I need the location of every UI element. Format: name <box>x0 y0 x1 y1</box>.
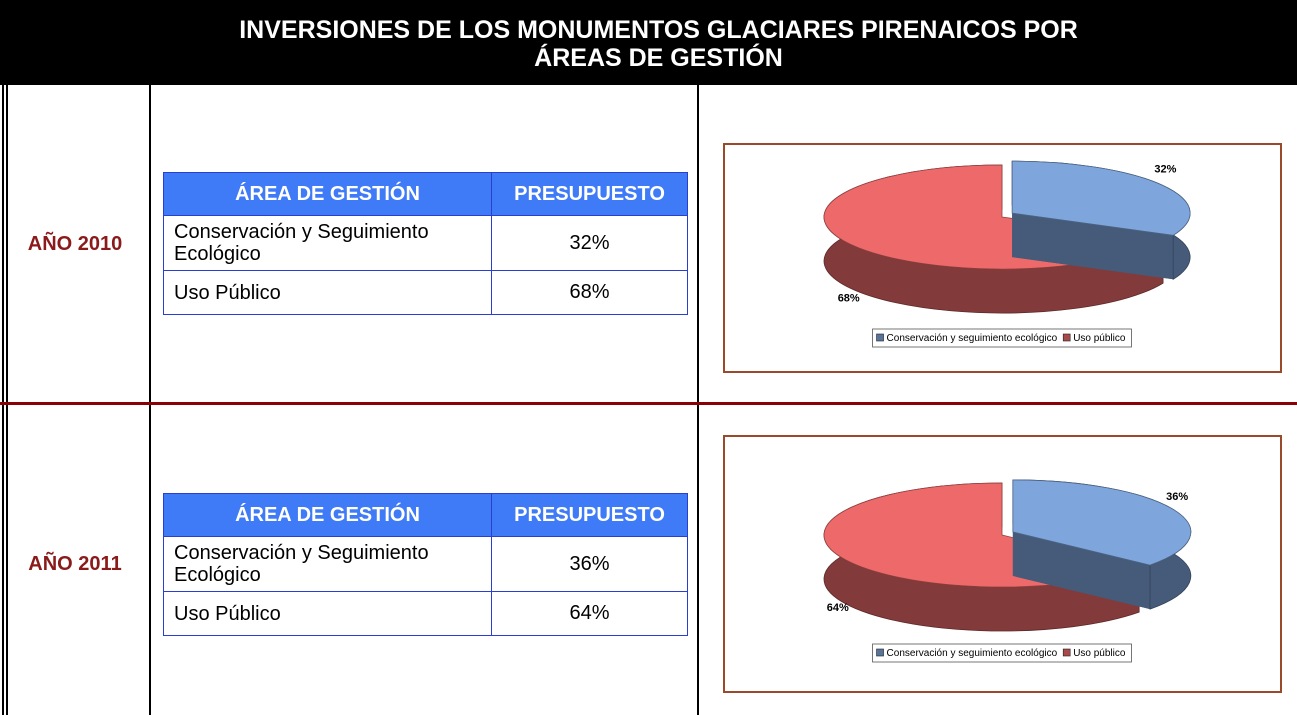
data-label: 68% <box>838 292 860 304</box>
cell: Conservación y Seguimiento Ecológico <box>163 215 492 271</box>
chart-box: 64% 36% Conservación y seguimiento ecológi… <box>723 435 1282 693</box>
slice-top <box>1011 160 1191 236</box>
data-label: 64% <box>827 602 849 614</box>
header: INVERSIONES DE LOS MONUMENTOS GLACIARES … <box>0 0 1297 85</box>
row: Uso Público 68% <box>163 270 688 315</box>
legend-label: Conservación y seguimiento ecológico <box>887 333 1058 344</box>
pie-slice <box>1012 479 1192 610</box>
header-cell: PRESUPUESTO <box>491 493 688 537</box>
data-label: 36% <box>1166 491 1188 503</box>
column-divider <box>697 85 699 715</box>
header-cell: ÁREA DE GESTIÓN <box>163 493 492 537</box>
row: Uso Público 64% <box>163 591 688 636</box>
legend-label: Uso público <box>1073 333 1126 344</box>
year-label: AÑO 2010 <box>27 233 123 255</box>
legend-swatch <box>1062 648 1071 657</box>
cell: 68% <box>491 270 688 315</box>
cell: 64% <box>491 591 688 636</box>
row: Conservación y Seguimiento Ecológico 36% <box>163 536 688 592</box>
legend-swatch <box>1062 333 1071 342</box>
slice-top <box>1012 479 1192 566</box>
row: Conservación y Seguimiento Ecológico 32% <box>163 215 688 271</box>
column-divider <box>149 85 151 715</box>
year-label: AÑO 2011 <box>28 553 122 575</box>
legend-frame <box>872 328 1132 348</box>
data-label: 32% <box>1154 164 1176 176</box>
pie-chart: 64% 36% Conservación y seguimiento ecológi… <box>823 479 1192 663</box>
legend: Conservación y seguimiento ecológico Uso … <box>872 328 1132 348</box>
pie-slice <box>1011 160 1191 281</box>
budget-table: ÁREA DE GESTIÓN PRESUPUESTO Conservación y… <box>163 493 688 636</box>
chart-box: 68% 32% Conservación y seguimiento ecológi… <box>723 143 1282 373</box>
legend-label: Conservación y seguimiento ecológico <box>887 648 1058 659</box>
header-row: ÁREA DE GESTIÓN PRESUPUESTO <box>163 172 688 216</box>
legend-swatch <box>876 648 884 657</box>
cell: Conservación y Seguimiento Ecológico <box>163 536 492 592</box>
legend: Conservación y seguimiento ecológico Uso … <box>872 643 1132 663</box>
pie-chart: 68% 32% Conservación y seguimiento ecológi… <box>823 160 1191 348</box>
row-divider <box>0 402 1297 405</box>
legend-swatch <box>876 333 884 342</box>
cell: Uso Público <box>163 591 492 636</box>
cell: Uso Público <box>163 270 492 315</box>
header-row: ÁREA DE GESTIÓN PRESUPUESTO <box>163 493 688 537</box>
slice-face <box>1012 531 1151 610</box>
legend-label: Uso público <box>1073 648 1126 659</box>
title-line: INVERSIONES DE LOS MONUMENTOS GLACIARES … <box>239 16 1078 44</box>
cell: 36% <box>491 536 688 592</box>
header-cell: PRESUPUESTO <box>491 172 688 216</box>
cell: 32% <box>491 215 688 271</box>
header-cell: ÁREA DE GESTIÓN <box>163 172 492 216</box>
slice-face <box>1012 213 1174 280</box>
title-line: ÁREAS DE GESTIÓN <box>534 44 783 72</box>
budget-table: ÁREA DE GESTIÓN PRESUPUESTO Conservación y… <box>163 172 688 315</box>
legend-frame <box>872 643 1132 663</box>
border <box>2 85 4 715</box>
border <box>6 85 8 715</box>
